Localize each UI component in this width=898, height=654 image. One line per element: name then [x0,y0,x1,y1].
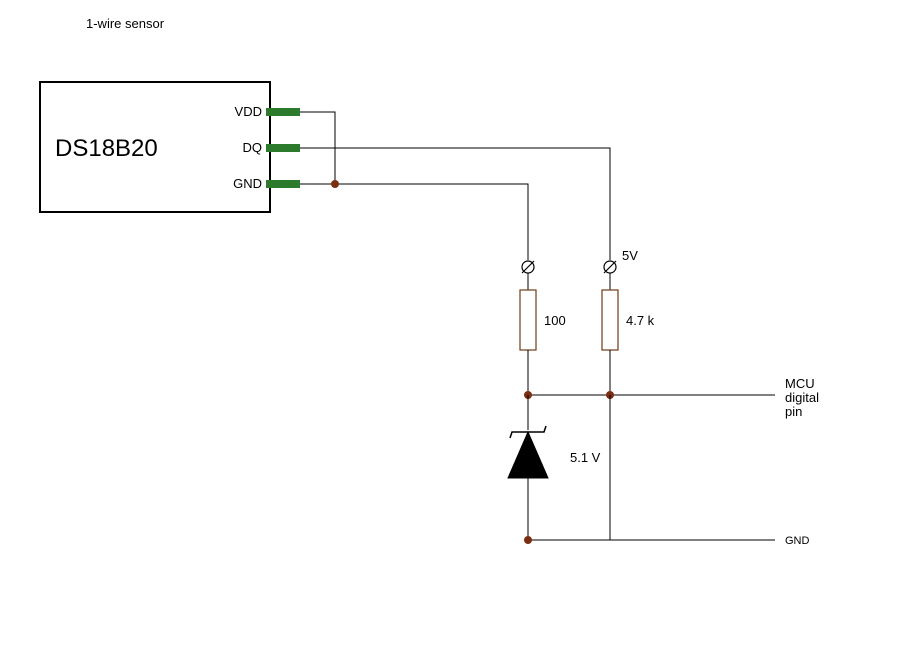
label-mcu-1: MCU [785,376,815,391]
resistor-r1-value: 100 [544,313,566,328]
label-5v: 5V [622,248,638,263]
label-mcu-3: pin [785,404,802,419]
circuit-diagram: 1-wire sensor DS18B20 VDD DQ GND 100 4.7… [0,0,898,654]
pin-label-dq: DQ [243,140,263,155]
resistor-r1 [520,290,536,350]
terminal-r2-top [604,261,616,273]
pin-stub-vdd [266,108,300,116]
terminal-r1-top [522,261,534,273]
pin-label-vdd: VDD [235,104,262,119]
title-text: 1-wire sensor [86,16,165,31]
pin-stub-dq [266,144,300,152]
resistor-r2 [602,290,618,350]
resistor-r2-value: 4.7 k [626,313,655,328]
label-zener-voltage: 5.1 V [570,450,601,465]
wire-gnd-to-r1-top [300,184,528,260]
pin-stub-gnd [266,180,300,188]
chip-label: DS18B20 [55,135,158,162]
junction-vdd-gnd [331,180,339,188]
wire-dq-to-r2-top [300,148,610,260]
pin-label-gnd: GND [233,176,262,191]
zener-triangle [508,432,548,478]
label-mcu-2: digital [785,390,819,405]
junction-zener-gnd [524,536,532,544]
label-gnd: GND [785,535,810,547]
